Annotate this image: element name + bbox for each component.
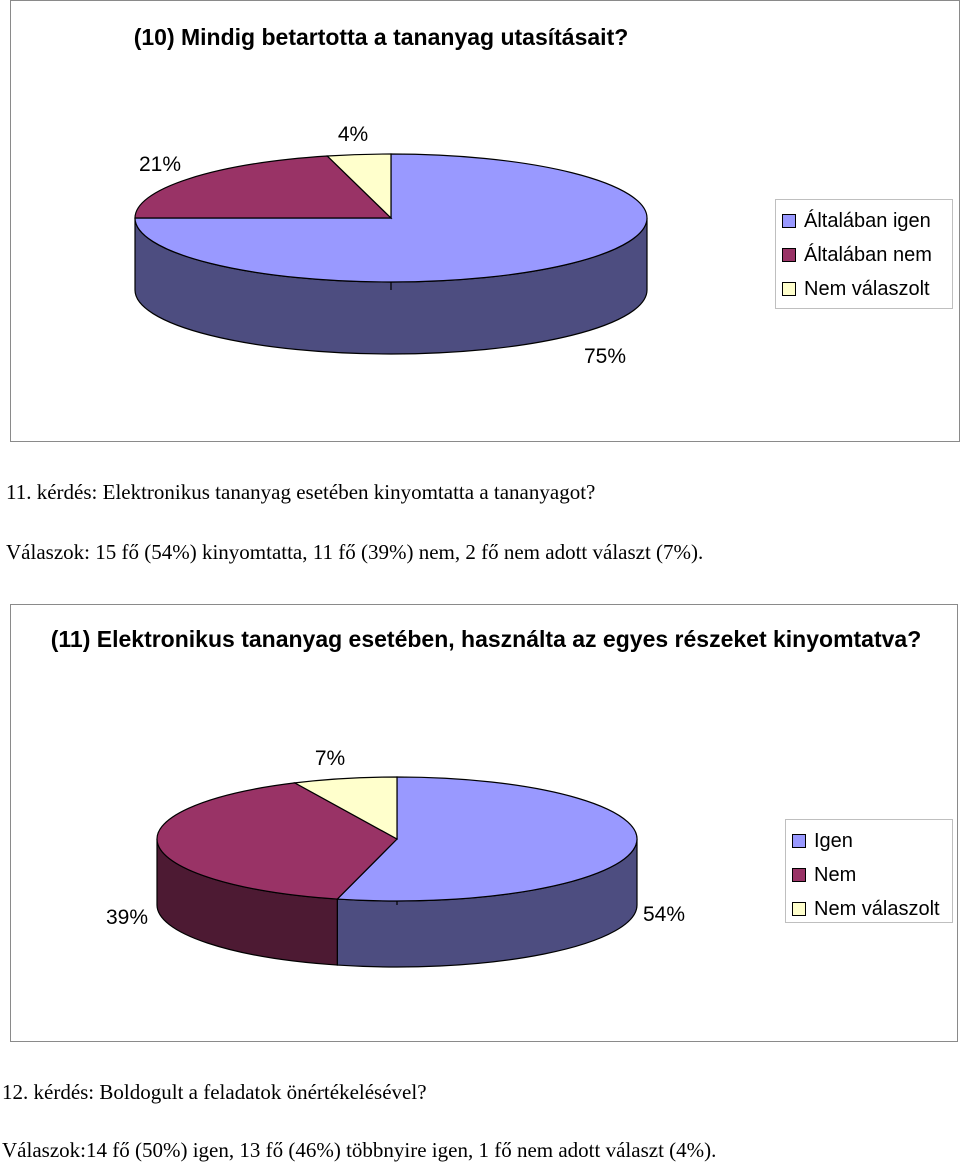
legend-item: Nem — [792, 858, 946, 892]
question-12: 12. kérdés: Boldogult a feladatok önérté… — [2, 1080, 427, 1104]
pie-slice — [325, 153, 392, 220]
question-11: 11. kérdés: Elektronikus tananyag esetéb… — [6, 480, 596, 504]
legend-item: Általában igen — [782, 204, 946, 238]
pie-top — [156, 776, 638, 902]
chart-title: (11) Elektronikus tananyag esetében, has… — [50, 626, 922, 652]
legend-swatch — [792, 902, 806, 916]
pie-chart: 54% 39% 7% — [106, 747, 685, 968]
legend-swatch — [782, 282, 796, 296]
chart-title: (10) Mindig betartotta a tananyag utasít… — [133, 24, 629, 50]
legend-swatch — [792, 834, 806, 848]
legend-label: Nem válaszolt — [804, 277, 930, 300]
pie-slice — [156, 782, 398, 900]
legend-swatch — [792, 868, 806, 882]
pie-slice — [292, 776, 398, 841]
answers-12: Válaszok:14 fő (50%) igen, 13 fő (46%) t… — [2, 1138, 717, 1162]
legend-item: Nem válaszolt — [782, 272, 946, 306]
pie-slice — [335, 776, 638, 902]
legend-item: Igen — [792, 824, 946, 858]
data-label: 75% — [584, 345, 626, 368]
chart-11-printing: (11) Elektronikus tananyag esetében, has… — [10, 604, 958, 1042]
legend-label: Általában igen — [804, 209, 931, 232]
legend-swatch — [782, 248, 796, 262]
pie-slice — [134, 155, 393, 219]
answers-11: Válaszok: 15 fő (54%) kinyomtatta, 11 fő… — [6, 540, 704, 564]
pie-chart: 75% 21% 4% — [134, 123, 648, 368]
chart-10-instructions: (10) Mindig betartotta a tananyag utasít… — [10, 0, 960, 442]
data-label: 39% — [106, 906, 148, 929]
chart-legend: Általában igen Általában nem Nem válaszo… — [775, 199, 953, 309]
legend-item: Általában nem — [782, 238, 946, 272]
data-label: 7% — [315, 747, 345, 770]
legend-label: Általában nem — [804, 243, 932, 266]
legend-label: Nem válaszolt — [814, 897, 940, 920]
legend-item: Nem válaszolt — [792, 892, 946, 926]
pie-slice — [134, 153, 648, 283]
data-label: 54% — [643, 903, 685, 926]
pie-top — [134, 153, 648, 283]
data-label: 21% — [139, 153, 181, 176]
legend-label: Igen — [814, 829, 853, 852]
legend-swatch — [782, 214, 796, 228]
legend-label: Nem — [814, 863, 857, 886]
chart-legend: Igen Nem Nem válaszolt — [785, 819, 953, 923]
data-label: 4% — [338, 123, 368, 146]
